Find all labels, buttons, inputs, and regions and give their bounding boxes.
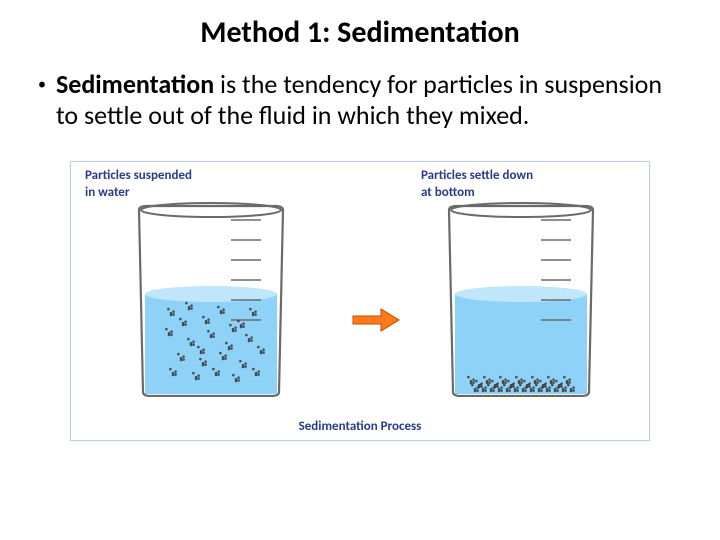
- bullet-block: • Sedimentation is the tendency for part…: [0, 51, 720, 131]
- bullet-bold: Sedimentation: [56, 68, 214, 100]
- slide-title: Method 1: Sedimentation: [0, 0, 720, 51]
- right-beaker-label: Particles settle downat bottom: [421, 168, 533, 201]
- process-label: Sedimentation Process: [71, 419, 649, 434]
- left-beaker-label: Particles suspendedin water: [85, 168, 192, 201]
- bullet-text: Sedimentation is the tendency for partic…: [56, 69, 686, 131]
- bullet-dot: •: [38, 69, 46, 101]
- diagram-container: Particles suspendedin water Particles se…: [70, 161, 650, 441]
- beaker-left: [111, 202, 311, 397]
- arrow-icon: [351, 307, 401, 333]
- beaker-right: [421, 202, 621, 397]
